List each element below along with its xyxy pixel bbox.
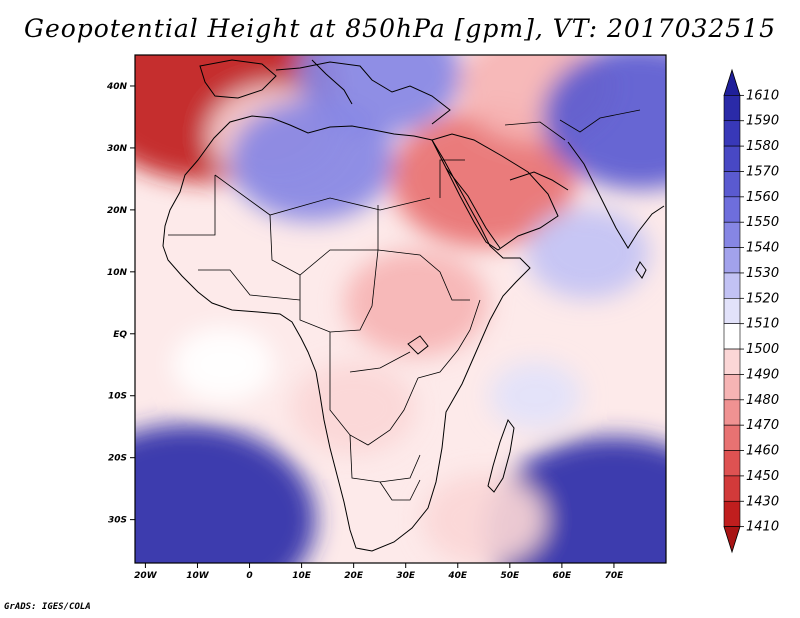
y-axis: 40N 30N 20N 10N EQ 10S 20S 30S	[106, 82, 135, 526]
field-region	[344, 249, 488, 356]
coastlines	[162, 59, 665, 552]
colorbar-label: 1460	[746, 444, 779, 459]
colorbar-label: 1550	[746, 215, 779, 230]
y-tick-label: 30N	[107, 144, 128, 154]
colorbar-label: 1530	[746, 266, 779, 281]
colorbar-label: 1490	[746, 367, 779, 382]
y-tick-label: 20N	[107, 206, 128, 216]
colorbar-label: 1540	[746, 241, 779, 256]
colorbar-swatch	[723, 450, 741, 477]
x-tick-label: 50E	[500, 571, 520, 581]
x-tick-label: 20W	[134, 571, 158, 581]
arabia-coastline	[431, 133, 559, 251]
field-region	[391, 110, 577, 248]
colorbar-swatch	[723, 424, 741, 451]
colorbar-swatch	[723, 95, 741, 122]
colorbar-swatch	[723, 145, 741, 172]
chart-title: Geopotential Height at 850hPa [gpm], VT:…	[23, 14, 777, 43]
field-region	[489, 361, 582, 430]
x-tick-label: 10W	[186, 571, 210, 581]
madagascar-coastline	[487, 418, 515, 493]
colorbar-label: 1560	[746, 190, 779, 205]
x-tick-label: 30E	[396, 571, 416, 581]
field-region	[422, 474, 546, 563]
india-coastline	[567, 141, 665, 249]
y-tick-label: 20S	[108, 454, 127, 464]
colorbar-label: 1470	[746, 418, 779, 433]
y-tick-label: 10S	[108, 392, 127, 402]
x-tick-label: 20E	[344, 571, 364, 581]
colorbar-label: 1500	[746, 342, 779, 357]
lake-victoria	[407, 335, 429, 355]
grads-credit: GrADS: IGES/COLA	[4, 602, 91, 612]
x-tick-label: 40E	[447, 571, 468, 581]
field-region	[542, 55, 666, 190]
colorbar: 1610 1590 1580 1570 1560 1550 1540 1530 1520 1510…	[723, 68, 779, 554]
colorbar-swatch	[723, 272, 741, 299]
colorbar-swatch	[723, 221, 741, 248]
x-tick-label: 0	[246, 571, 252, 581]
height-field	[135, 55, 666, 563]
plot-area	[134, 54, 667, 564]
colorbar-swatch	[723, 399, 741, 426]
sri-lanka-coastline	[635, 261, 647, 279]
colorbar-swatch	[723, 323, 741, 350]
colorbar-label: 1410	[746, 520, 779, 535]
x-tick-label: 60E	[553, 571, 573, 581]
y-tick-label: 10N	[107, 268, 128, 278]
colorbar-label: 1450	[746, 469, 779, 484]
colorbar-swatch	[723, 374, 741, 401]
colorbar-label: 1590	[746, 114, 779, 129]
x-axis: 20W 10W 0 10E 20E 30E 40E 50E 60E 70E	[134, 563, 624, 581]
colorbar-swatch	[723, 247, 741, 274]
y-tick-label: EQ	[113, 330, 127, 340]
colorbar-label: 1570	[746, 164, 779, 179]
y-tick-label: 40N	[106, 82, 128, 92]
x-tick-label: 70E	[605, 571, 625, 581]
colorbar-label: 1430	[746, 494, 779, 509]
colorbar-label: 1580	[746, 139, 779, 154]
x-tick-label: 10E	[292, 571, 312, 581]
colorbar-swatch	[723, 196, 741, 223]
colorbar-swatch	[723, 500, 741, 527]
colorbar-swatch	[723, 298, 741, 324]
colorbar-arrow-bottom	[723, 526, 741, 554]
europe-coast	[275, 61, 451, 125]
colorbar-label: 1520	[746, 291, 779, 306]
colorbar-swatch	[723, 171, 741, 198]
red-sea	[445, 167, 501, 249]
colorbar-swatch	[723, 348, 741, 375]
y-tick-label: 30S	[108, 516, 127, 526]
colorbar-arrow-top	[723, 68, 741, 96]
iberia-coastline	[199, 59, 277, 99]
colorbar-label: 1610	[746, 88, 779, 103]
field-region	[292, 362, 416, 454]
field-region	[526, 207, 650, 299]
italy-coastline	[311, 59, 353, 105]
political-borders	[168, 109, 641, 501]
colorbar-swatch	[723, 120, 741, 147]
africa-coastline	[162, 115, 531, 552]
colorbar-swatch	[723, 475, 741, 502]
colorbar-label: 1510	[746, 317, 779, 332]
persian-gulf	[509, 171, 569, 191]
field-region	[297, 55, 462, 135]
field-region	[135, 424, 316, 563]
colorbar-label: 1480	[746, 393, 779, 408]
field-region	[172, 326, 275, 403]
